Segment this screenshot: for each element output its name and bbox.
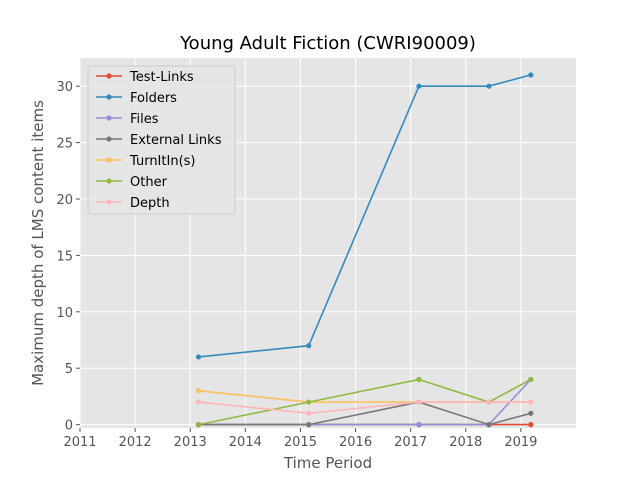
data-point-external-links	[528, 410, 534, 416]
data-point-depth	[528, 399, 534, 405]
x-tick-label: 2014	[229, 435, 262, 450]
y-tick-label: 0	[65, 419, 73, 434]
data-point-test-links	[528, 422, 534, 428]
legend-marker-folders	[106, 94, 112, 100]
x-tick-label: 2013	[174, 435, 207, 450]
data-point-folders	[195, 354, 202, 360]
y-tick-label: 10	[56, 306, 73, 321]
data-point-external-links	[486, 422, 492, 428]
legend-marker-external-links	[106, 136, 112, 142]
data-point-external-links	[306, 422, 312, 428]
legend-marker-files	[106, 115, 112, 121]
x-axis-ticks: 2011 2012 2013 2014 2015 2016 2017 2018 2019	[63, 428, 537, 450]
legend-label-files: Files	[130, 112, 159, 127]
legend-marker-turnitin-s	[106, 157, 112, 163]
data-point-depth	[416, 399, 422, 405]
y-tick-label: 5	[65, 362, 73, 377]
legend-box	[87, 65, 236, 215]
legend-marker-depth	[106, 199, 112, 205]
legend-marker-other	[106, 178, 112, 184]
legend-label-external-links: External Links	[130, 133, 222, 148]
data-point-depth	[486, 399, 492, 405]
data-point-folders	[528, 72, 534, 78]
x-tick-label: 2015	[284, 435, 317, 450]
data-point-files	[416, 422, 422, 428]
grid	[79, 58, 576, 428]
x-axis-label: Time Period	[283, 454, 372, 472]
legend-label-depth: Depth	[130, 196, 170, 211]
data-point-turnitin-s	[195, 388, 202, 394]
series-group	[195, 72, 534, 428]
data-point-other	[195, 422, 202, 428]
x-tick-label: 2019	[504, 435, 537, 450]
x-tick-label: 2017	[394, 435, 427, 450]
y-axis-label: Maximum depth of LMS content items	[29, 100, 47, 386]
data-point-depth	[306, 410, 312, 416]
legend-label-test-links: Test-Links	[129, 70, 194, 85]
data-point-folders	[416, 83, 422, 89]
data-point-other	[416, 376, 422, 383]
y-tick-label: 30	[56, 80, 73, 95]
y-tick-label: 20	[56, 193, 73, 208]
chart-title: Young Adult Fiction (CWRI90009)	[179, 33, 476, 54]
x-tick-label: 2016	[339, 435, 372, 450]
data-point-folders	[306, 343, 312, 349]
legend-marker-test-links	[106, 73, 112, 79]
x-tick-label: 2012	[119, 435, 152, 450]
x-tick-label: 2011	[63, 435, 96, 450]
x-tick-label: 2018	[449, 435, 482, 450]
y-tick-label: 25	[56, 137, 73, 152]
legend-label-turnitin-s: TurnItIn(s)	[129, 154, 195, 169]
data-point-depth	[195, 399, 202, 405]
data-point-other	[306, 399, 312, 405]
data-point-folders	[486, 83, 492, 89]
legend-label-other: Other	[130, 175, 168, 190]
data-point-other	[528, 376, 534, 383]
y-tick-label: 15	[56, 249, 73, 264]
legend-label-folders: Folders	[130, 91, 177, 106]
legend: Test-Links Folders Files External Links Turn…	[87, 65, 236, 215]
y-axis-ticks: 0 5 10 15 20 25 30	[56, 80, 80, 434]
